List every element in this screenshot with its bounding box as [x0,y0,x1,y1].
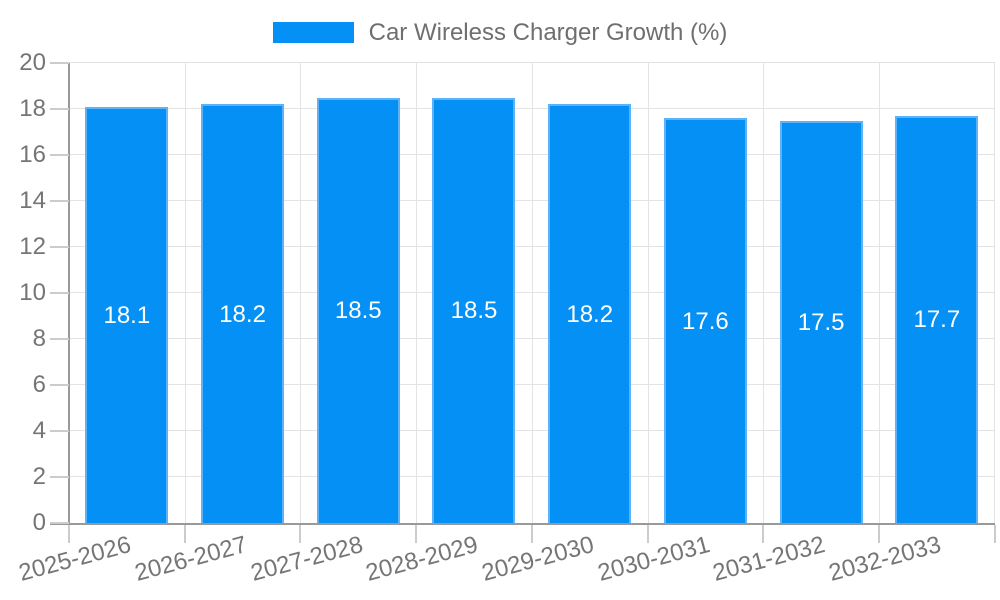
y-tick-mark [50,154,69,156]
x-tick-mark [415,525,418,543]
x-tick-mark [299,525,302,543]
bar[interactable]: 18.2 [201,104,285,523]
y-axis-tick-label: 4 [32,417,46,444]
bar-value-label: 17.7 [913,306,961,334]
x-tick-mark [530,525,533,543]
bar[interactable]: 17.5 [779,120,863,523]
y-tick-mark [50,430,69,432]
bar-value-label: 18.1 [103,301,151,329]
bar[interactable]: 18.1 [85,106,169,523]
x-axis-category-label: 2029-2030 [478,531,597,587]
y-axis-tick-label: 8 [32,325,46,352]
y-axis-tick-label: 14 [19,187,46,214]
bar-value-label: 18.2 [566,300,614,328]
y-axis-tick-label: 20 [19,49,46,76]
bar[interactable]: 18.2 [548,104,632,523]
y-tick-mark [50,292,69,294]
x-gridline [647,63,649,523]
y-axis-tick-label: 18 [19,95,46,122]
x-tick-mark [68,525,70,543]
legend-label[interactable]: Car Wireless Charger Growth (%) [368,19,728,46]
y-tick-mark [50,200,69,202]
bar[interactable]: 17.7 [895,115,979,523]
y-axis-tick-label: 2 [32,463,46,490]
x-gridline [993,63,995,523]
x-axis-category-label: 2026-2027 [131,531,250,587]
plot-area: 18.1 18.2 18.5 18.5 18.2 17.6 17.5 17.7 [69,62,995,523]
y-tick-mark [50,476,69,478]
y-tick-mark [50,522,69,524]
y-tick-mark [50,108,69,110]
x-gridline [531,63,533,523]
x-gridline [763,63,765,523]
x-tick-mark [762,525,765,543]
chart-legend[interactable]: Car Wireless Charger Growth (%) [0,19,1000,46]
y-tick-mark [50,338,69,340]
x-axis-line [50,523,995,525]
x-axis-category-label: 2028-2029 [363,531,481,587]
y-axis-line [68,63,70,525]
x-gridline [184,63,186,523]
y-tick-mark [50,246,69,248]
x-gridline [416,63,418,523]
legend-swatch[interactable] [272,22,354,43]
bar-value-label: 18.2 [219,300,266,328]
x-tick-mark [183,525,186,543]
bar[interactable]: 18.5 [432,97,516,523]
x-tick-mark [993,525,996,543]
bar-value-label: 18.5 [334,297,382,325]
x-axis-category-label: 2032-2033 [825,531,944,587]
x-tick-mark [877,525,880,543]
x-axis-category-label: 2030-2031 [594,531,713,587]
y-tick-mark [50,384,69,386]
x-axis-category-label: 2025-2026 [15,531,134,587]
x-tick-mark [646,525,649,543]
y-axis-tick-label: 10 [19,279,46,306]
y-tick-mark [50,62,69,64]
y-axis-tick-label: 0 [32,509,46,536]
x-axis-category-label: 2031-2032 [710,531,829,587]
y-axis-tick-label: 12 [19,233,46,260]
bar[interactable]: 18.5 [316,97,400,523]
x-gridline [878,63,880,523]
bar[interactable]: 17.6 [663,118,747,523]
y-gridline [69,62,995,63]
y-axis-tick-label: 6 [32,371,46,398]
bar-value-label: 18.5 [450,297,498,325]
y-axis-tick-label: 16 [19,141,46,168]
x-axis-category-label: 2027-2028 [247,531,366,587]
bar-value-label: 17.5 [797,308,845,336]
bar-value-label: 17.6 [682,307,729,335]
x-gridline [300,63,302,523]
